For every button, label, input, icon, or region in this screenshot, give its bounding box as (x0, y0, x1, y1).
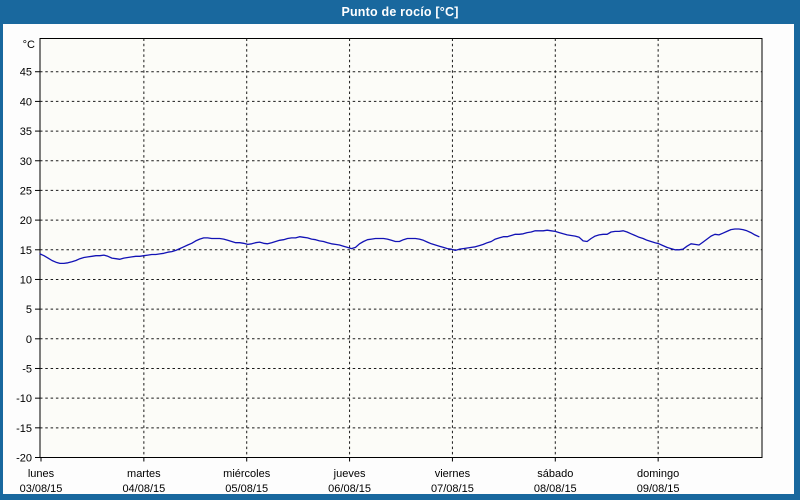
y-tick-label: 45 (20, 67, 32, 79)
day-name-label: sábado (537, 468, 573, 480)
y-tick-label: 5 (26, 304, 32, 316)
day-name-label: martes (127, 468, 161, 480)
y-tick-label: 10 (20, 274, 32, 286)
y-tick-label: 40 (20, 96, 32, 108)
y-axis-unit-label: °C (23, 39, 35, 51)
dew-point-line (39, 228, 760, 265)
y-tick-label: -15 (16, 423, 32, 435)
y-tick-label: 15 (20, 245, 32, 257)
day-date-label: 05/08/15 (225, 483, 268, 495)
y-tick-label: 20 (20, 215, 32, 227)
y-tick-label: -10 (16, 393, 32, 405)
y-tick-label: -20 (16, 453, 32, 465)
day-name-label: lunes (28, 468, 55, 480)
y-tick-label: 35 (20, 126, 32, 138)
y-tick-label: 0 (26, 334, 32, 346)
day-date-label: 07/08/15 (431, 483, 474, 495)
y-tick-label: -5 (22, 363, 32, 375)
y-tick-label: 25 (20, 185, 32, 197)
plot-border (39, 38, 763, 458)
day-date-label: 09/08/15 (637, 483, 680, 495)
chart-title: Punto de rocío [°C] (341, 5, 459, 19)
day-date-label: 04/08/15 (122, 483, 165, 495)
day-date-label: 06/08/15 (328, 483, 371, 495)
day-date-label: 08/08/15 (534, 483, 577, 495)
day-date-label: 03/08/15 (20, 483, 63, 495)
day-name-label: jueves (333, 468, 366, 480)
day-name-label: miércoles (223, 468, 271, 480)
title-bar: Punto de rocío [°C] (0, 0, 800, 24)
day-name-label: domingo (637, 468, 679, 480)
day-name-label: viernes (435, 468, 471, 480)
y-tick-label: 30 (20, 156, 32, 168)
